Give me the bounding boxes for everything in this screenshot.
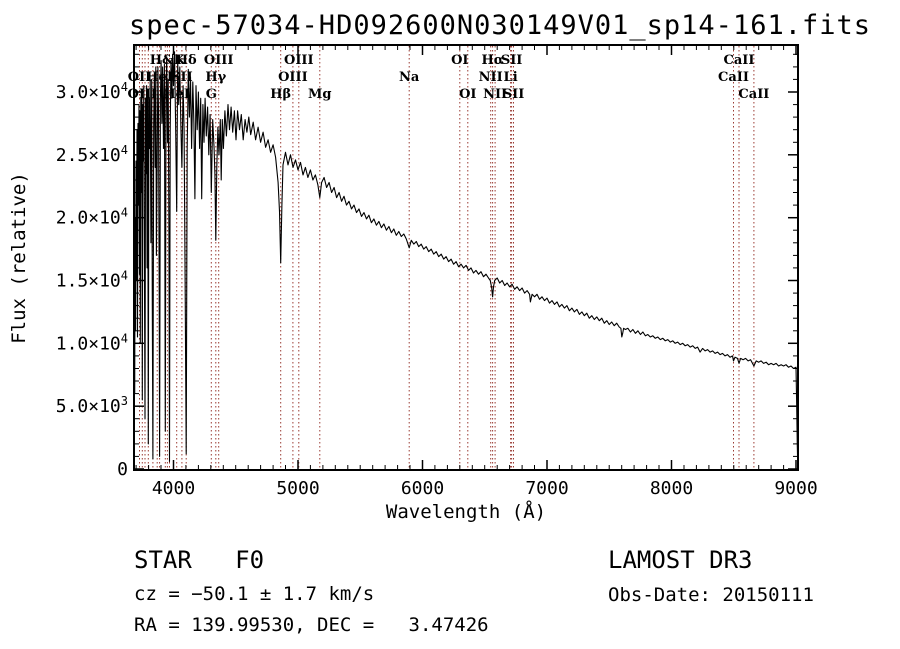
survey-release-label: LAMOST DR3 <box>608 546 753 574</box>
x-tick-label: 8000 <box>650 478 693 499</box>
x-tick-label: 4000 <box>152 478 195 499</box>
spectral-line-label: Na <box>399 70 420 85</box>
spectral-line-label: NII <box>483 87 507 102</box>
spectral-line-label: Hδ <box>176 53 197 68</box>
spectral-line-label: SII <box>503 87 525 102</box>
spectral-line-label: SII <box>171 70 193 85</box>
plot-frame <box>133 44 799 471</box>
y-tick-label: 5.0×103 <box>56 394 128 417</box>
spectral-line-label: OIII <box>278 70 308 85</box>
spectral-line-label: CaII <box>724 53 755 68</box>
plot-title: spec-57034-HD092600N030149V01_sp14-161.f… <box>129 10 871 41</box>
y-tick-label: 2.5×104 <box>56 143 128 166</box>
spectral-line-label: SII <box>501 53 523 68</box>
spectral-line-label: Hβ <box>270 87 291 102</box>
x-tick-label: 5000 <box>276 478 319 499</box>
x-tick-label: 7000 <box>525 478 568 499</box>
spectrum-trace <box>133 51 799 467</box>
spectral-line-label: Hα <box>481 53 503 68</box>
x-tick-label: 9000 <box>774 478 817 499</box>
y-tick-label: 1.0×104 <box>56 331 128 354</box>
x-tick-label: 6000 <box>401 478 444 499</box>
spectral-line-label: Li <box>504 70 518 85</box>
spectral-line-label: OI <box>459 87 476 102</box>
spectral-line-label: H&K <box>150 53 186 68</box>
y-tick-label: 2.0×104 <box>56 206 128 229</box>
spectral-line-label: OI <box>451 53 468 68</box>
spectral-line-label: NII <box>479 70 503 85</box>
y-tick-label: 1.5×104 <box>56 269 128 292</box>
spectral-line-label: Hγ <box>205 70 226 85</box>
y-axis-title: Flux (relative) <box>8 172 30 344</box>
spectral-line-label: Mg <box>308 87 331 102</box>
object-class-label: STAR F0 <box>134 546 265 574</box>
observation-date-value: Obs-Date: 20150111 <box>608 584 814 606</box>
y-tick-label: 3.0×104 <box>56 80 128 103</box>
radial-velocity-value: cz = −50.1 ± 1.7 km/s <box>134 583 375 605</box>
spectral-line-label: CaII <box>738 87 769 102</box>
spectral-line-label: OIII <box>204 53 234 68</box>
x-axis-title: Wavelength (Å) <box>385 501 547 523</box>
spectral-line-label: OIII <box>284 53 314 68</box>
spectral-line-label: G <box>206 87 217 102</box>
ra-dec-coordinates: RA = 139.99530, DEC = 3.47426 <box>134 614 489 636</box>
y-tick-label: 0 <box>117 459 128 480</box>
spectral-line-label: CaII <box>718 70 749 85</box>
